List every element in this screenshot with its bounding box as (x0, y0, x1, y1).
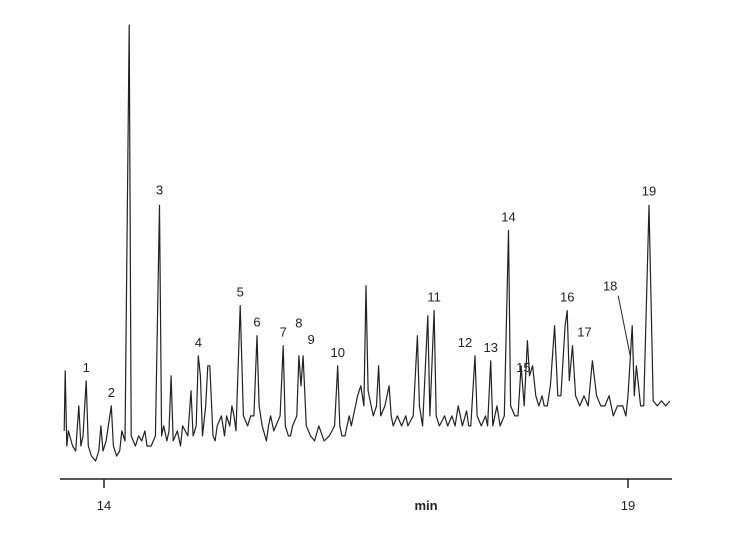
trace-layer (63, 24, 671, 462)
peak-label-12: 12 (458, 335, 472, 350)
peak-label-3: 3 (156, 182, 163, 197)
peak-label-13: 13 (483, 340, 497, 355)
peak-label-7: 7 (280, 325, 287, 340)
chromatogram-trace (63, 24, 671, 462)
x-axis: 14 19 (60, 478, 672, 513)
peak-label-8: 8 (295, 316, 302, 331)
peak-label-6: 6 (253, 315, 260, 330)
peak-label-15: 15 (516, 360, 530, 375)
peak-18-leader-line (617, 295, 631, 356)
x-tick-label-19: 19 (621, 498, 635, 513)
x-axis-label: min (414, 498, 437, 513)
peak-label-11: 11 (427, 290, 441, 305)
peak-label-17: 17 (577, 325, 591, 340)
peak-label-5: 5 (237, 285, 244, 300)
peak-label-2: 2 (108, 385, 115, 400)
x-tick-label-14: 14 (97, 498, 111, 513)
peak-label-16: 16 (560, 290, 574, 305)
peak-label-14: 14 (501, 209, 515, 224)
peak-label-9: 9 (308, 332, 315, 347)
peak-label-10: 10 (330, 345, 344, 360)
peak-label-1: 1 (83, 360, 90, 375)
peak-label-4: 4 (195, 335, 202, 350)
peak-label-19: 19 (642, 183, 656, 198)
peak-label-18: 18 (603, 279, 617, 294)
